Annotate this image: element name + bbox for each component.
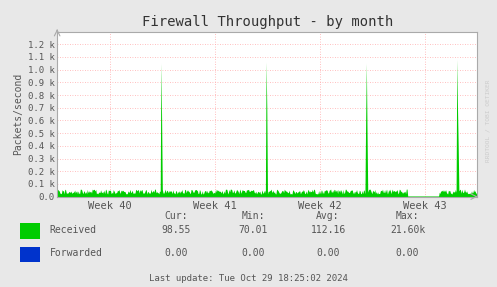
- Text: 0.00: 0.00: [316, 249, 340, 258]
- Text: Max:: Max:: [396, 211, 419, 221]
- Text: 112.16: 112.16: [311, 225, 345, 235]
- Text: Received: Received: [50, 225, 97, 235]
- Text: 0.00: 0.00: [396, 249, 419, 258]
- Text: 0.00: 0.00: [242, 249, 265, 258]
- Text: 0.00: 0.00: [165, 249, 188, 258]
- Bar: [20, 223, 40, 239]
- Text: Cur:: Cur:: [165, 211, 188, 221]
- Text: 70.01: 70.01: [239, 225, 268, 235]
- Text: 21.60k: 21.60k: [390, 225, 425, 235]
- Text: Min:: Min:: [242, 211, 265, 221]
- Text: RRDTOOL / TOBI OETIKER: RRDTOOL / TOBI OETIKER: [486, 79, 491, 162]
- Text: Avg:: Avg:: [316, 211, 340, 221]
- Text: Last update: Tue Oct 29 18:25:02 2024: Last update: Tue Oct 29 18:25:02 2024: [149, 274, 348, 283]
- Bar: [20, 247, 40, 262]
- Title: Firewall Throughput - by month: Firewall Throughput - by month: [142, 15, 393, 29]
- Text: 98.55: 98.55: [162, 225, 191, 235]
- Text: Forwarded: Forwarded: [50, 249, 102, 258]
- Y-axis label: Packets/second: Packets/second: [13, 73, 23, 155]
